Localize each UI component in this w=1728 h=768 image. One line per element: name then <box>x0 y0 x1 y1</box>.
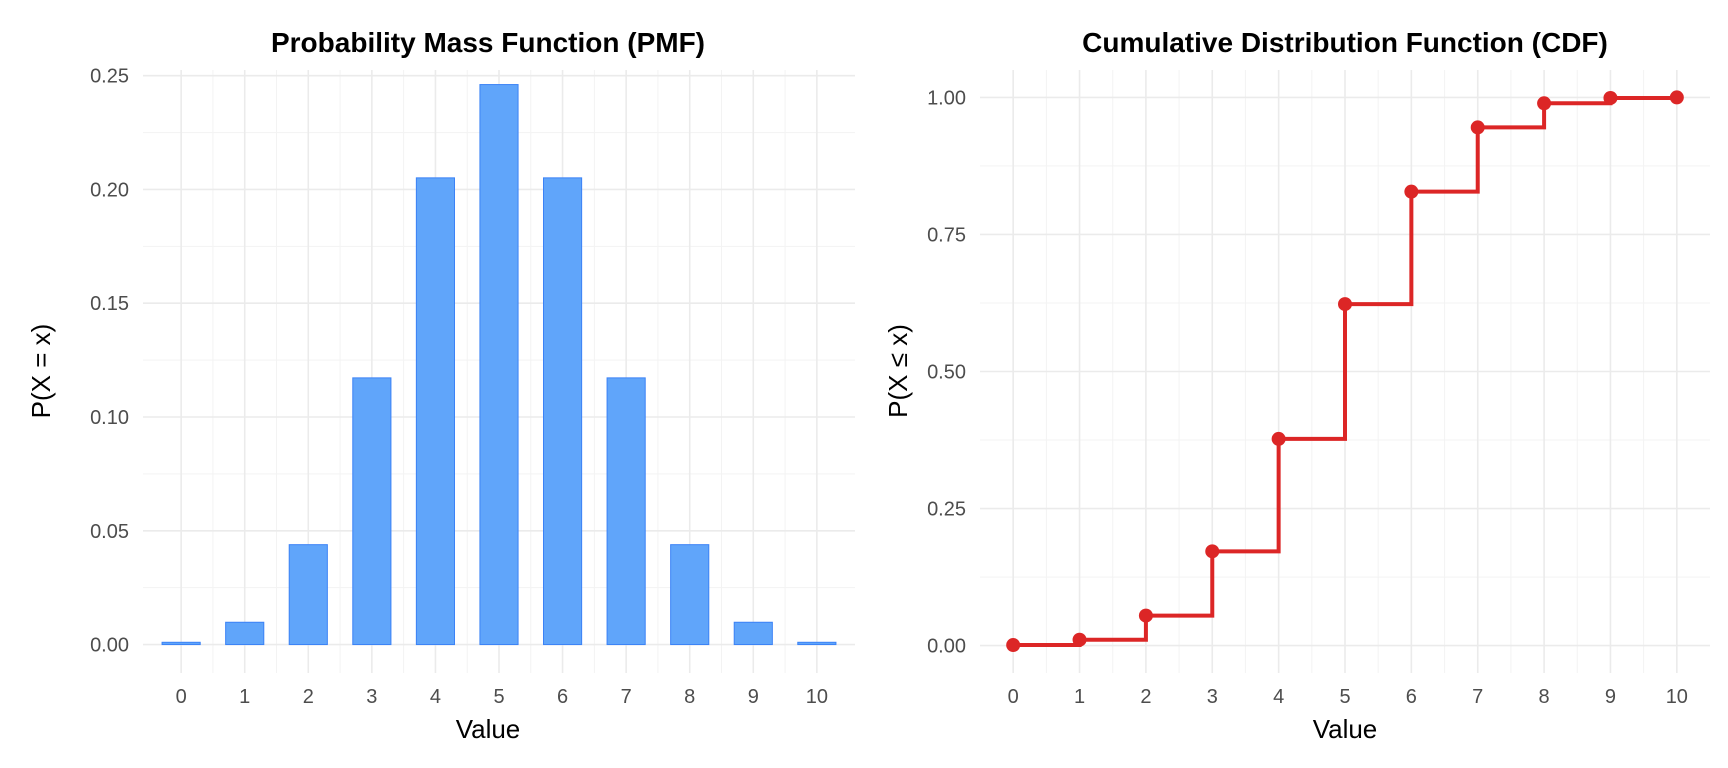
y-tick-label: 0.25 <box>927 499 966 521</box>
y-tick-label: 0.05 <box>90 521 129 543</box>
bar-10 <box>797 641 837 646</box>
y-tick-label: 0.20 <box>90 179 129 201</box>
pmf-panel: 0.00 0.05 0.10 0.15 0.20 0.25 0 1 2 3 4 5 6 7 8 9 10 Pr… <box>26 27 855 744</box>
bar-3 <box>352 377 392 646</box>
cdf-point-7 <box>1470 120 1485 135</box>
cdf-panel: 0.00 0.25 0.50 0.75 1.00 0 1 2 3 4 5 6 7 8 9 10 Cumula… <box>883 27 1710 744</box>
bar-9 <box>733 621 773 646</box>
cdf-grid <box>980 70 1710 673</box>
y-tick-label: 0.00 <box>927 636 966 658</box>
pmf-title: Probability Mass Function (PMF) <box>271 27 705 58</box>
pmf-y-ticks: 0.00 0.05 0.10 0.15 0.20 0.25 <box>90 66 129 657</box>
x-tick-label: 8 <box>684 686 695 708</box>
x-tick-label: 6 <box>1406 686 1417 708</box>
cdf-point-2 <box>1138 608 1153 623</box>
bar-1 <box>225 621 265 646</box>
pmf-y-axis-label: P(X = x) <box>26 324 56 419</box>
cdf-point-8 <box>1537 96 1552 111</box>
y-tick-label: 0.50 <box>927 362 966 384</box>
cdf-point-5 <box>1338 297 1352 312</box>
bar-4 <box>415 177 456 646</box>
cdf-y-axis-label: P(X ≤ x) <box>883 324 913 418</box>
x-tick-label: 1 <box>1074 686 1085 708</box>
x-tick-label: 1 <box>239 686 250 708</box>
x-tick-label: 4 <box>1273 686 1284 708</box>
y-tick-label: 0.00 <box>90 635 129 657</box>
x-tick-label: 2 <box>1140 686 1151 708</box>
x-tick-label: 5 <box>493 686 504 708</box>
x-tick-label: 3 <box>1207 686 1218 708</box>
bar-8 <box>670 544 710 646</box>
cdf-x-axis-label: Value <box>1313 714 1378 744</box>
cdf-point-6 <box>1404 184 1419 199</box>
x-tick-label: 8 <box>1539 686 1550 708</box>
y-tick-label: 0.75 <box>927 224 966 246</box>
cdf-point-3 <box>1205 544 1220 559</box>
cdf-point-1 <box>1072 632 1087 647</box>
cdf-points <box>1006 90 1684 653</box>
x-tick-label: 5 <box>1339 686 1350 708</box>
x-tick-label: 10 <box>1666 686 1688 708</box>
x-tick-label: 0 <box>1008 686 1019 708</box>
x-tick-label: 9 <box>1605 686 1616 708</box>
cdf-point-10 <box>1669 90 1684 105</box>
cdf-y-ticks: 0.00 0.25 0.50 0.75 1.00 <box>927 87 966 657</box>
cdf-point-9 <box>1603 90 1618 105</box>
x-tick-label: 2 <box>303 686 314 708</box>
cdf-x-ticks: 0 1 2 3 4 5 6 7 8 9 10 <box>1008 686 1688 708</box>
y-tick-label: 0.25 <box>90 66 129 88</box>
y-tick-label: 0.10 <box>90 407 129 429</box>
x-tick-label: 0 <box>176 686 187 708</box>
cdf-title: Cumulative Distribution Function (CDF) <box>1082 27 1608 58</box>
bar-7 <box>606 377 646 646</box>
y-tick-label: 0.15 <box>90 293 129 315</box>
bar-2 <box>288 544 328 646</box>
x-tick-label: 6 <box>557 686 568 708</box>
y-tick-label: 1.00 <box>927 87 966 109</box>
x-tick-label: 9 <box>748 686 759 708</box>
x-tick-label: 7 <box>621 686 632 708</box>
x-tick-label: 3 <box>366 686 377 708</box>
x-tick-label: 7 <box>1472 686 1483 708</box>
pmf-x-axis-label: Value <box>456 714 521 744</box>
pmf-x-ticks: 0 1 2 3 4 5 6 7 8 9 10 <box>176 686 828 708</box>
pmf-bars <box>161 84 837 646</box>
bar-6 <box>543 177 583 646</box>
cdf-point-4 <box>1271 431 1286 446</box>
cdf-point-0 <box>1006 638 1021 653</box>
bar-5 <box>479 84 519 646</box>
x-tick-label: 10 <box>806 686 828 708</box>
bar-0 <box>161 641 201 646</box>
x-tick-label: 4 <box>430 686 441 708</box>
